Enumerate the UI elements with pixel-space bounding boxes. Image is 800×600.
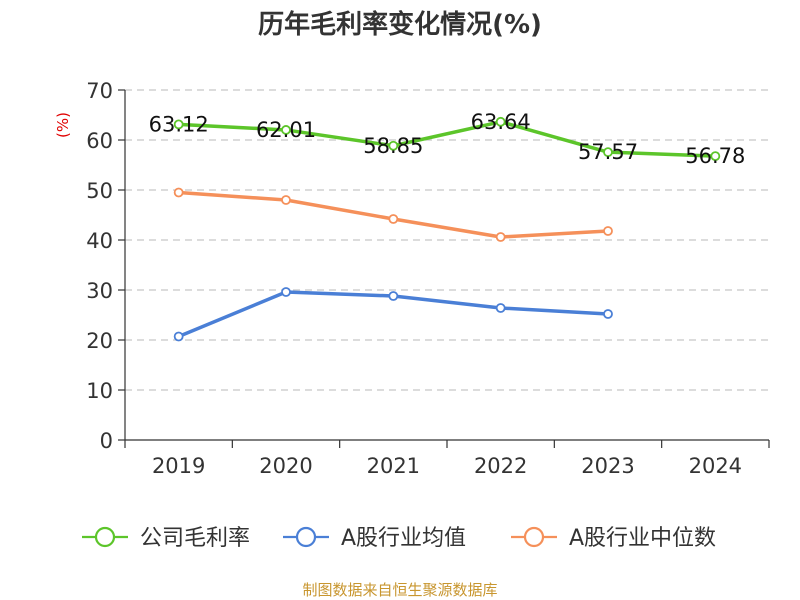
legend-entry: A股行业中位数 — [569, 526, 716, 551]
y-axis-label: (%) — [54, 112, 72, 138]
x-tick-label: 2022 — [474, 454, 527, 478]
data-label: 62.01 — [256, 118, 316, 142]
y-tick-label: 20 — [86, 329, 113, 353]
data-label: 56.78 — [685, 144, 745, 168]
data-label: 57.57 — [578, 140, 638, 164]
axes — [124, 90, 769, 441]
data-label: 63.12 — [149, 112, 209, 136]
data-point — [603, 147, 613, 158]
data-point — [173, 187, 184, 198]
legend-swatch-marker — [295, 526, 317, 548]
y-tick-label: 30 — [86, 279, 113, 303]
x-tick-label: 2020 — [259, 454, 312, 478]
legend: 公司毛利率 A股行业均值 A股行业中位数 — [82, 526, 716, 551]
x-ticks: 2019 2020 2021 2022 2023 2024 — [124, 440, 770, 478]
series-line — [176, 120, 718, 158]
series-lines — [173, 116, 721, 342]
data-point — [495, 232, 506, 242]
data-point — [710, 151, 721, 162]
data-labels: 63.12 62.01 58.85 63.64 57.57 56.78 — [149, 110, 746, 168]
data-point — [495, 116, 506, 127]
data-point — [281, 195, 291, 205]
data-point — [388, 214, 399, 224]
legend-entry: A股行业均值 — [341, 526, 466, 551]
y-ticks: 0 10 20 30 40 50 60 70 — [86, 79, 125, 453]
source-note: 制图数据来自恒生聚源数据库 — [302, 581, 497, 599]
y-tick-label: 60 — [86, 129, 113, 153]
legend-entry: 公司毛利率 — [140, 526, 250, 551]
data-point — [388, 140, 399, 151]
chart-title: 历年毛利率变化情况(%) — [258, 9, 542, 40]
y-tick-label: 70 — [86, 79, 113, 103]
legend-swatch-marker — [94, 526, 116, 548]
data-point — [281, 125, 291, 135]
data-point — [603, 226, 613, 236]
y-tick-label: 0 — [100, 429, 113, 453]
x-tick-label: 2023 — [581, 454, 634, 478]
data-label: 58.85 — [363, 134, 423, 158]
data-point — [173, 119, 184, 130]
x-tick-label: 2019 — [152, 454, 205, 478]
y-tick-label: 50 — [86, 179, 113, 203]
data-point — [281, 287, 291, 297]
data-point — [495, 303, 506, 313]
x-tick-label: 2021 — [367, 454, 420, 478]
data-label: 63.64 — [471, 110, 531, 134]
legend-swatch-marker — [523, 526, 545, 548]
data-point — [173, 331, 184, 342]
y-tick-label: 40 — [86, 229, 113, 253]
y-tick-label: 10 — [86, 379, 113, 403]
x-tick-label: 2024 — [689, 454, 742, 478]
data-point — [603, 309, 613, 319]
data-point — [388, 291, 399, 301]
